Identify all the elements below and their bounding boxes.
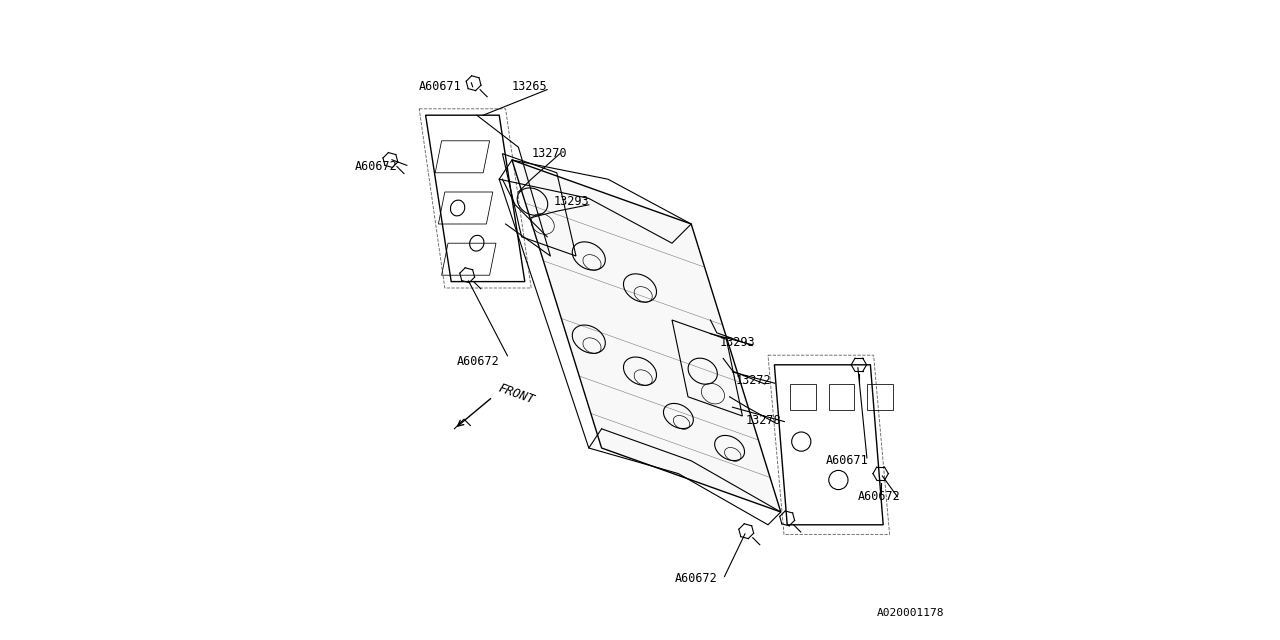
Text: A020001178: A020001178 xyxy=(877,608,945,618)
Text: FRONT: FRONT xyxy=(497,381,536,406)
Polygon shape xyxy=(774,365,883,525)
Text: 13293: 13293 xyxy=(719,336,755,349)
Text: 13278: 13278 xyxy=(745,414,781,427)
Text: 13272: 13272 xyxy=(736,374,772,387)
Text: A60672: A60672 xyxy=(858,490,900,502)
Text: 13293: 13293 xyxy=(554,195,589,208)
Polygon shape xyxy=(425,115,525,282)
Text: A60672: A60672 xyxy=(676,572,718,585)
Text: A60671: A60671 xyxy=(420,80,462,93)
Text: 13270: 13270 xyxy=(531,147,567,160)
Polygon shape xyxy=(512,160,781,512)
Text: A60671: A60671 xyxy=(826,454,868,467)
Text: 13265: 13265 xyxy=(512,80,548,93)
Text: A60672: A60672 xyxy=(457,355,499,368)
Text: A60672: A60672 xyxy=(356,160,398,173)
